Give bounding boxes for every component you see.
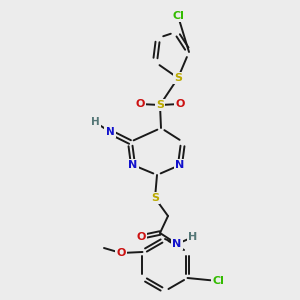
Text: S: S	[156, 100, 164, 110]
Text: N: N	[128, 160, 138, 170]
Text: S: S	[151, 193, 159, 203]
Text: O: O	[116, 248, 126, 258]
Text: H: H	[188, 232, 198, 242]
Text: N: N	[106, 127, 114, 137]
Text: H: H	[91, 117, 99, 127]
Text: O: O	[136, 232, 146, 242]
Text: N: N	[172, 239, 182, 249]
Text: N: N	[176, 160, 184, 170]
Text: O: O	[135, 99, 145, 109]
Text: S: S	[174, 73, 182, 83]
Text: Cl: Cl	[212, 276, 224, 286]
Text: O: O	[175, 99, 185, 109]
Text: Cl: Cl	[172, 11, 184, 21]
